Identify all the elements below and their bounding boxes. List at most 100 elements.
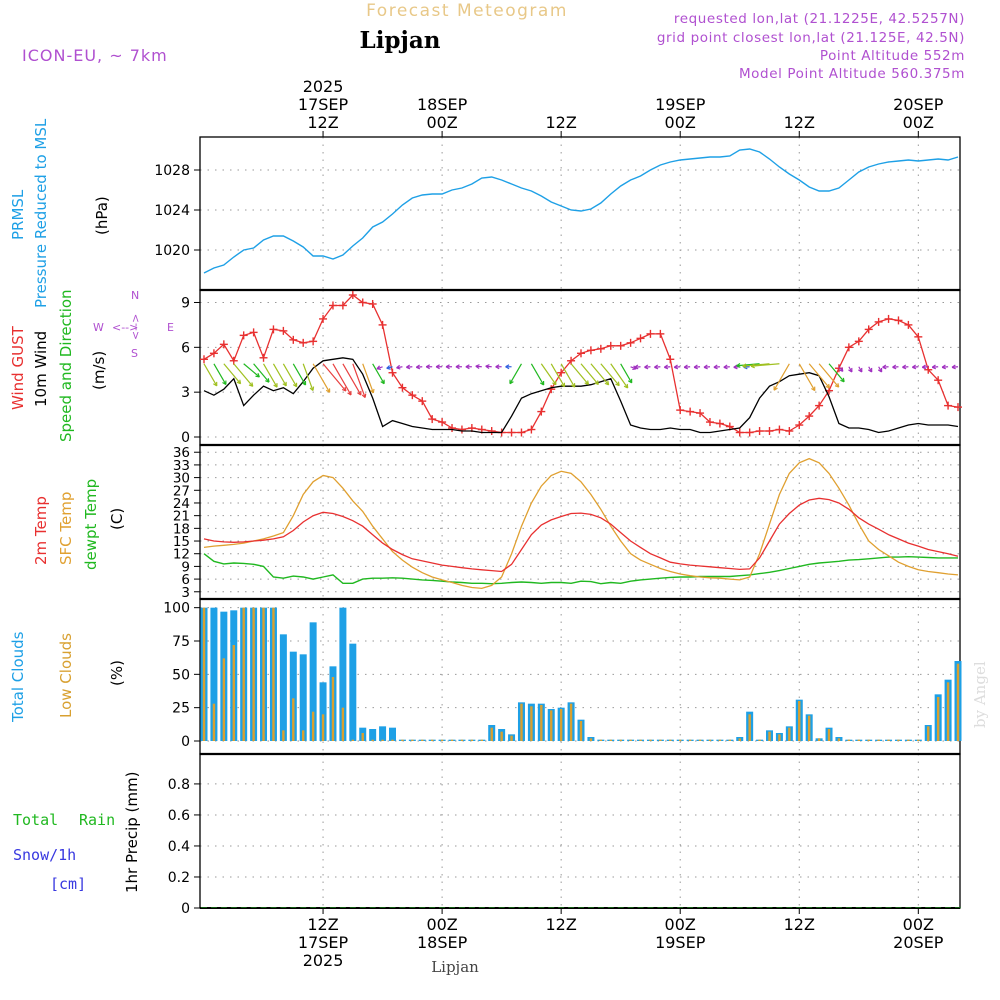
low-cloud-bar xyxy=(827,729,831,741)
wind-barb xyxy=(233,363,254,387)
footer-location: Lipjan xyxy=(431,958,479,976)
total-clouds-label: Total Clouds xyxy=(9,631,27,723)
location-title: Lipjan xyxy=(360,27,441,54)
rain-bar xyxy=(498,907,505,908)
low-cloud-bar xyxy=(738,738,741,741)
ytick-label: 9 xyxy=(181,559,190,575)
gust-marker xyxy=(666,355,675,364)
rain-bar xyxy=(300,907,307,908)
gust-marker xyxy=(229,356,238,365)
gust-marker xyxy=(705,418,714,427)
low-cloud-bar xyxy=(440,739,444,741)
sfc-temp-label: SFC Temp xyxy=(57,492,75,565)
gust-marker xyxy=(894,316,903,325)
total-cloud-bar xyxy=(299,654,307,741)
requested-coords: requested lon,lat (21.1225E, 42.5257N) xyxy=(674,11,965,27)
rain-bar xyxy=(647,907,654,908)
gust-marker xyxy=(944,401,953,410)
wind-barb xyxy=(723,364,730,370)
rain-bar xyxy=(339,907,346,908)
low-cloud-bar xyxy=(212,703,216,741)
gust-marker xyxy=(874,317,883,326)
wind-barb xyxy=(610,363,629,389)
wind-barb xyxy=(634,364,641,370)
total-cloud-bar xyxy=(279,634,287,741)
gust-marker xyxy=(249,328,258,337)
ytick-label: 1024 xyxy=(154,203,190,219)
gust-marker xyxy=(954,403,962,412)
hpa-unit: (hPa) xyxy=(93,196,111,235)
low-cloud-bar xyxy=(321,714,325,741)
rain-bar xyxy=(458,907,465,908)
rain-bar xyxy=(220,907,227,908)
total-cloud-bar xyxy=(210,607,218,741)
gust-marker xyxy=(844,343,853,352)
low-cloud-bar xyxy=(669,739,672,741)
wind-barb xyxy=(465,364,472,370)
ytick-label: 0.2 xyxy=(168,870,190,886)
wind-barb xyxy=(530,363,545,386)
panel-frame xyxy=(199,136,961,291)
top-time-label: 18SEP xyxy=(417,95,468,114)
gust-line xyxy=(203,294,959,434)
bottom-time-label: 12Z xyxy=(784,915,815,934)
gust-marker xyxy=(646,329,655,338)
bottom-time-label: 17SEP xyxy=(298,933,349,952)
grid-point-coords: grid point closest lon,lat (21.125E, 42.… xyxy=(657,30,965,46)
low-cloud-bar xyxy=(351,739,355,741)
wind-barb xyxy=(600,363,620,387)
wind-barb xyxy=(798,363,816,392)
rain-bar xyxy=(845,907,852,908)
wind-barb xyxy=(838,366,844,372)
low-cloud-bar xyxy=(649,739,652,741)
rain-bar xyxy=(290,907,297,908)
rain-bar xyxy=(915,907,922,908)
ytick-label: 6 xyxy=(181,340,190,356)
wind-barb xyxy=(693,364,701,370)
low-cloud-bar xyxy=(550,710,553,741)
ytick-label: 0 xyxy=(181,430,190,446)
gust-marker xyxy=(586,346,595,355)
low-cloud-bar xyxy=(311,711,315,741)
wind-barb xyxy=(203,363,218,387)
rain-bar xyxy=(270,907,277,908)
low-cloud-bar xyxy=(341,707,345,741)
top-time-label: 19SEP xyxy=(655,95,706,114)
compass-e: E xyxy=(167,321,174,334)
total-cloud-bar xyxy=(389,727,396,741)
low-cloud-bar xyxy=(778,734,781,741)
speed-direction-label: Speed and Direction xyxy=(57,289,75,442)
rain-bar xyxy=(697,907,704,908)
gust-marker xyxy=(418,397,427,406)
rain-bar xyxy=(419,907,426,908)
low-cloud-bar xyxy=(331,677,335,741)
wind-barb xyxy=(818,363,840,388)
wind-barb xyxy=(828,363,845,383)
rain-bar xyxy=(835,907,842,908)
ytick-label: 0.8 xyxy=(168,777,190,793)
low-cloud-bar xyxy=(837,738,841,741)
bottom-time-label: 18SEP xyxy=(417,933,468,952)
wind-barb xyxy=(902,364,909,370)
rain-bar xyxy=(716,907,723,908)
wind-barb xyxy=(742,363,770,369)
rain-bar xyxy=(210,907,217,908)
bottom-time-label: 00Z xyxy=(426,915,457,934)
prmsl-label: PRMSL xyxy=(9,189,27,240)
wind-barb xyxy=(560,363,576,388)
wind-barb xyxy=(415,364,423,370)
wind-barb xyxy=(352,363,367,399)
ytick-label: 12 xyxy=(173,547,190,563)
rain-bar xyxy=(538,907,545,908)
wind-barb xyxy=(445,364,453,370)
rain-bar xyxy=(766,907,773,908)
cm-label: [cm] xyxy=(50,875,86,893)
low-cloud-bar xyxy=(540,705,543,741)
cloud-labels: Total Clouds Low Clouds (%) xyxy=(9,631,126,723)
low-cloud-bar xyxy=(708,739,712,741)
gust-marker xyxy=(805,412,814,421)
compass-w: W xyxy=(93,321,104,334)
low-cloud-bar xyxy=(232,645,235,741)
gust-marker xyxy=(328,301,337,310)
model-label: ICON-EU, ~ 7km xyxy=(22,46,168,65)
